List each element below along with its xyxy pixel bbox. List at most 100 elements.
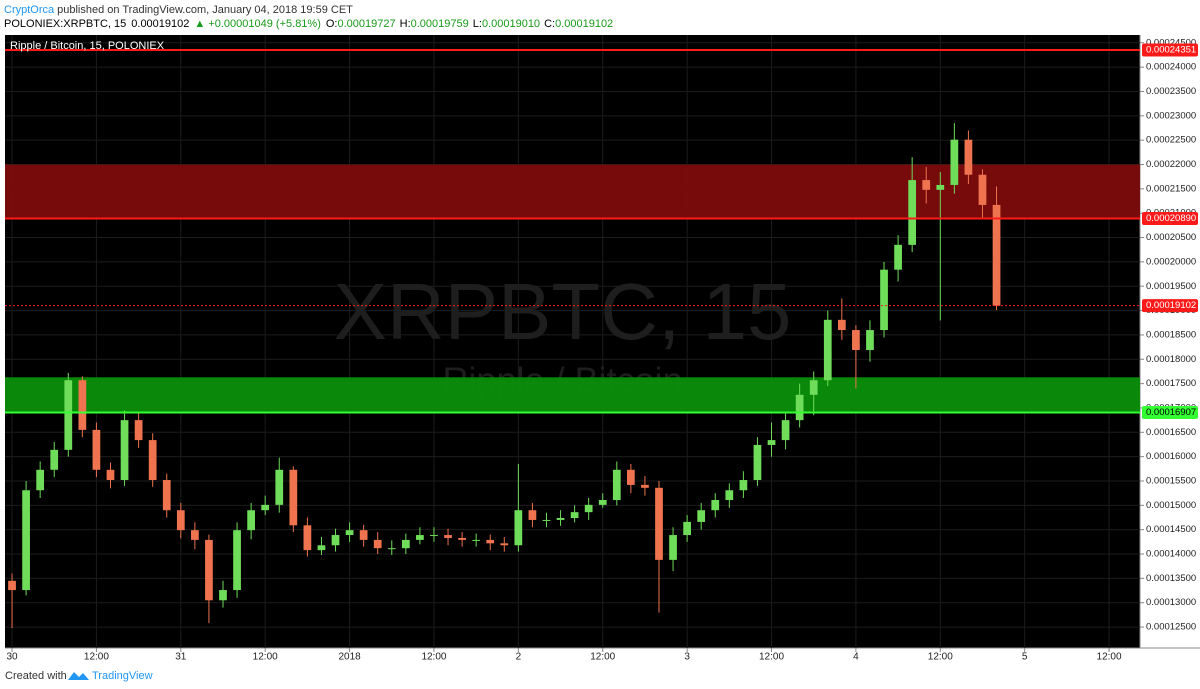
candle-body (626, 469, 635, 485)
candle (570, 505, 579, 523)
candle-body (514, 510, 523, 546)
candle (669, 527, 677, 572)
candle (486, 534, 495, 551)
candle-body (106, 469, 115, 481)
candle-body (697, 510, 706, 522)
candle-body (50, 449, 59, 470)
y-tick-label: 0.00020500 (1146, 232, 1196, 243)
zone (5, 377, 1140, 413)
candle (655, 480, 663, 613)
candle (50, 442, 59, 478)
candle-body (950, 139, 959, 185)
x-tick-label: 12:00 (421, 652, 446, 663)
y-tick-label: 0.00015000 (1146, 500, 1196, 511)
y-tick-label: 0.00017500 (1146, 378, 1196, 389)
candle (331, 528, 340, 552)
candle-body (781, 420, 790, 441)
candle-body (556, 517, 565, 520)
candle (514, 463, 523, 552)
ohlc-key: C: (544, 18, 555, 30)
candle-body (528, 510, 537, 520)
candle-body (655, 487, 663, 560)
candle-body (837, 319, 846, 331)
candle-body (22, 490, 30, 591)
candle (528, 502, 537, 528)
candle (711, 493, 720, 518)
ohlc-value: 0.00019727 (338, 18, 396, 30)
y-tick-label: 0.00018500 (1146, 329, 1196, 340)
y-tick-label: 0.00022000 (1146, 159, 1196, 170)
candle-body (64, 380, 73, 450)
watermark: XRPBTC, 15 (334, 267, 792, 356)
x-tick-label: 31 (175, 652, 187, 663)
candle (92, 422, 101, 478)
author[interactable]: CryptOrca (4, 4, 55, 16)
chart-title: Ripple / Bitcoin, 15, POLONIEX (10, 40, 165, 52)
candle-body (219, 590, 227, 601)
candle-body (387, 548, 396, 550)
candle-body (542, 519, 551, 521)
candle-body (303, 525, 312, 551)
candle (626, 463, 635, 494)
ohlc-value: 0.00019010 (482, 18, 540, 30)
candle (261, 495, 270, 516)
y-tick-label: 0.00014500 (1146, 524, 1196, 535)
x-tick-label: 12:00 (590, 652, 615, 663)
candle-body (148, 440, 157, 481)
level-label: 0.00019102 (1146, 300, 1196, 311)
candle-body (936, 184, 945, 190)
candle (289, 466, 298, 533)
candle-body (922, 180, 931, 190)
candle-body (78, 380, 87, 430)
candle-body (641, 484, 649, 488)
candle (444, 528, 452, 546)
candle (247, 502, 255, 540)
candle (683, 515, 691, 542)
candle (641, 476, 649, 496)
candle (303, 517, 312, 557)
candle (866, 320, 874, 362)
candle-body (430, 535, 438, 537)
candle (78, 376, 87, 438)
candle (373, 532, 382, 555)
candle-body (8, 580, 16, 591)
candle (219, 580, 227, 608)
candle-body (120, 420, 129, 481)
y-tick-label: 0.00013000 (1146, 597, 1196, 608)
candle (739, 471, 748, 499)
last-price: 0.00019102 (131, 18, 189, 30)
candle (795, 383, 804, 428)
published: published on TradingView.com, January 04… (57, 4, 353, 16)
y-tick-label: 0.00016500 (1146, 427, 1196, 438)
candle-body (233, 530, 241, 591)
candle-body (852, 330, 860, 351)
candle (753, 437, 762, 486)
candle-body (866, 330, 874, 351)
candle-body (162, 480, 171, 511)
candle-body (261, 504, 270, 511)
candle (430, 527, 438, 542)
candle-body (767, 440, 776, 445)
x-tick-label: 12:00 (1097, 652, 1122, 663)
candle (809, 371, 818, 416)
candle-body (683, 521, 691, 536)
candle (767, 422, 776, 457)
brand[interactable]: TradingView (92, 670, 153, 682)
candle (22, 480, 30, 596)
candle (359, 524, 368, 547)
candle (922, 166, 931, 204)
candle (120, 410, 129, 486)
candle (205, 534, 213, 624)
ohlc-key: L: (473, 18, 482, 30)
candle-body (36, 469, 45, 491)
candle-body (978, 174, 987, 205)
y-tick-label: 0.00012500 (1146, 622, 1196, 633)
candle-body (739, 480, 748, 491)
y-tick-label: 0.00024000 (1146, 62, 1196, 73)
candle-body (725, 490, 734, 500)
candle-body (908, 180, 917, 245)
level-label-box (1142, 405, 1198, 419)
candle-body (809, 380, 818, 395)
x-tick-label: 30 (6, 652, 18, 663)
x-tick-label: 2018 (338, 652, 361, 663)
